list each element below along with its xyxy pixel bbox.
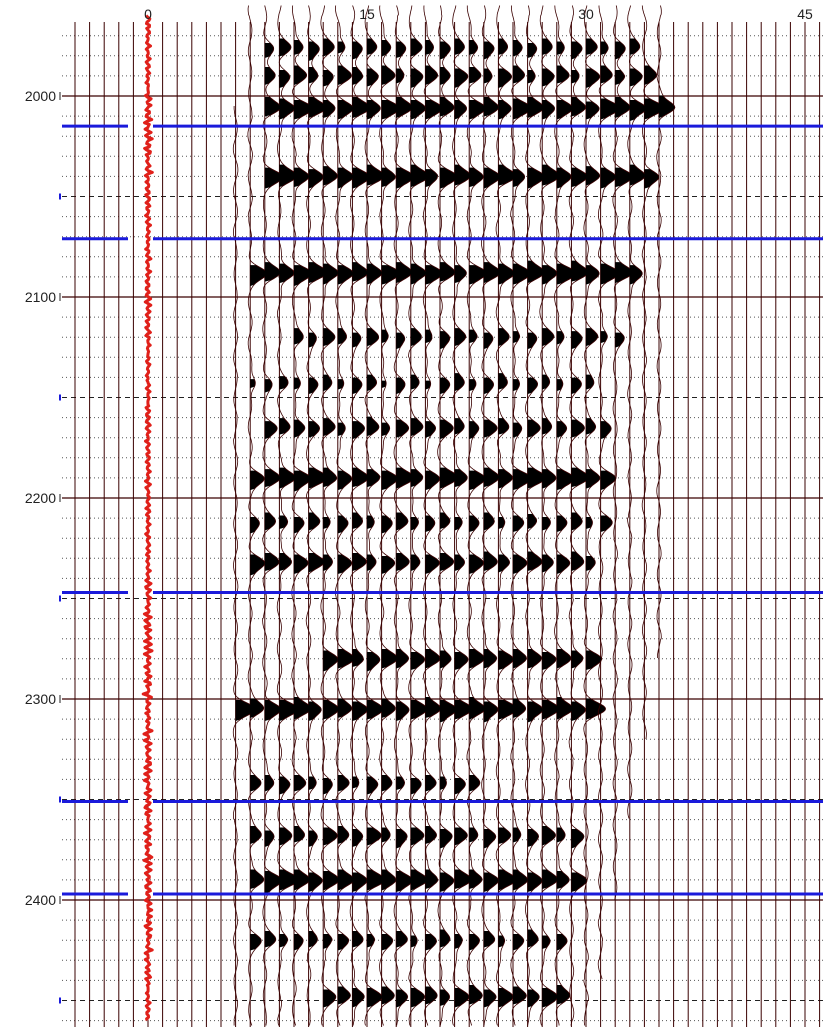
well-log-trace (141, 14, 154, 1021)
seismic-trace (641, 5, 665, 740)
y-tick-label: 2400 (25, 892, 56, 908)
trace-fill (586, 38, 606, 720)
x-tick-label: 0 (144, 6, 152, 22)
seismic-trace (612, 5, 634, 900)
seismic-trace (554, 5, 577, 1026)
trace-fill (381, 40, 400, 1005)
well-log-line (141, 14, 154, 1021)
y-tick-label: 2100 (25, 289, 56, 305)
seismic-trace (510, 5, 533, 1026)
trace-fill (352, 41, 371, 1008)
trace-fill (250, 265, 267, 951)
trace-fill (483, 41, 501, 1008)
trace-fill (615, 41, 633, 348)
seismic-trace (422, 5, 443, 1026)
y-tick-label: 2200 (25, 490, 56, 506)
trace-fill (542, 38, 560, 1008)
trace-fill (337, 41, 355, 1005)
x-tick-label: 30 (578, 6, 594, 22)
trace-fill (264, 43, 283, 948)
trace-fill (410, 38, 429, 1008)
trace-fill (629, 38, 647, 285)
trace-fill (367, 38, 386, 1008)
seismic-trace (320, 5, 340, 1026)
trace-fill (323, 38, 340, 1008)
y-tick-labels: 2000 2100 2200 2300 2400 (25, 88, 56, 908)
seismic-trace (247, 5, 268, 1026)
trace-fill (469, 40, 487, 1005)
trace-fill (644, 65, 665, 189)
trace-fill (556, 41, 576, 1005)
trace-fill (513, 40, 532, 1005)
trace-fill (498, 38, 518, 1008)
y-tick-label: 2300 (25, 691, 56, 707)
seismic-trace (656, 5, 676, 659)
seismic-trace (583, 5, 607, 1026)
trace-fill (659, 95, 675, 118)
horizon-markers (59, 92, 823, 1004)
trace-fill (600, 41, 620, 532)
trace-fill (279, 38, 299, 948)
seismic-trace (379, 5, 401, 1026)
x-tick-labels: 0 15 30 45 (144, 6, 813, 22)
seismic-traces (232, 5, 676, 1026)
trace-fill (440, 41, 459, 1006)
seismic-trace (627, 5, 647, 819)
seismic-trace (305, 5, 329, 1026)
trace-fill (527, 43, 547, 1008)
y-tick-label: 2000 (25, 88, 56, 104)
x-tick-label: 45 (797, 6, 813, 22)
trace-fill (396, 41, 415, 1008)
seismic-trace (597, 5, 621, 980)
x-tick-label: 15 (359, 6, 375, 22)
trace-fill (425, 40, 443, 1005)
seismic-trace (232, 106, 256, 1026)
seismic-trace (466, 5, 488, 1026)
trace-fill (294, 40, 313, 951)
trace-fill (454, 38, 473, 1008)
